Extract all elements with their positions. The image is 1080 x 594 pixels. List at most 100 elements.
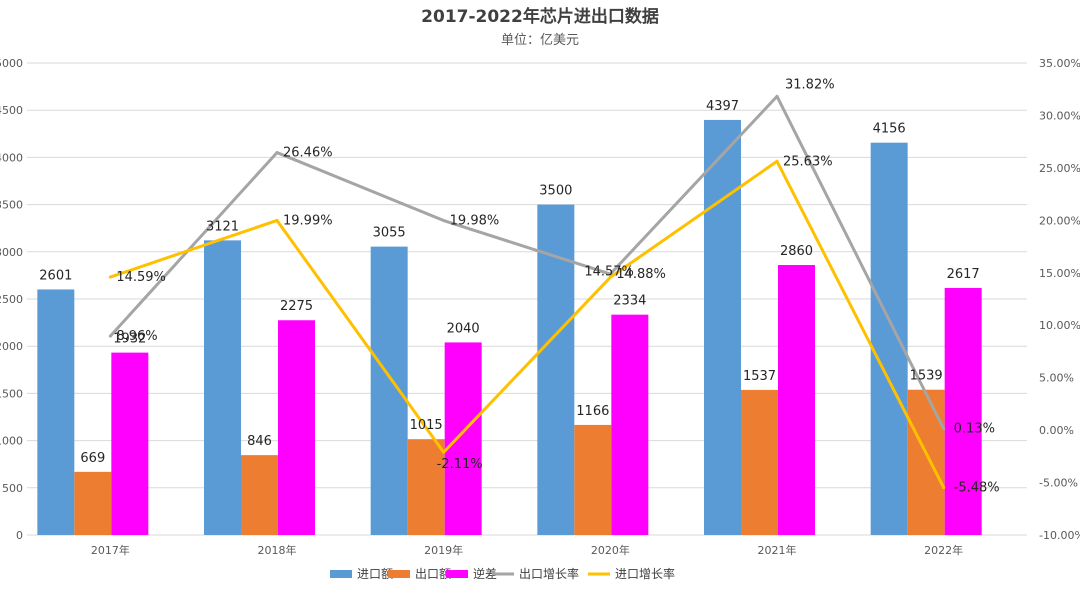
data-label-进口增长率-1: 19.99% xyxy=(283,213,333,228)
point-进口增长率-1 xyxy=(275,218,279,222)
bar-进口额-5 xyxy=(870,142,908,536)
data-label-进口增长率-4: 25.63% xyxy=(783,154,833,169)
bar-逆差-0 xyxy=(111,352,149,535)
bar-出口额-2 xyxy=(407,439,445,535)
x-tick-label-4: 2021年 xyxy=(758,543,797,557)
data-label-逆差-4: 2860 xyxy=(780,244,813,259)
point-出口增长率-3 xyxy=(608,272,612,276)
y2-tick-label-1: -5.00% xyxy=(1039,477,1078,490)
point-进口增长率-3 xyxy=(608,275,612,279)
data-label-进口额-3: 3500 xyxy=(539,184,572,199)
y-tick-label-2500: 2500 xyxy=(0,293,23,306)
data-label-出口额-1: 846 xyxy=(247,434,272,449)
chart-subtitle: 单位：亿美元 xyxy=(501,33,579,48)
bar-进口额-3 xyxy=(537,204,575,535)
point-出口增长率-4 xyxy=(775,94,779,98)
data-label-逆差-0: 1932 xyxy=(113,332,146,347)
data-label-出口增长率-4: 31.82% xyxy=(785,77,835,92)
point-进口增长率-5 xyxy=(942,486,946,490)
legend-label-出口增长率: 出口增长率 xyxy=(519,566,579,581)
data-label-出口额-5: 1539 xyxy=(910,369,943,384)
bar-逆差-2 xyxy=(444,342,482,535)
legend-swatch-进口额 xyxy=(330,570,352,578)
data-label-出口增长率-1: 26.46% xyxy=(283,146,333,161)
legend: 进口额 出口额 逆差 出口增长率 进口增长率 xyxy=(330,566,675,581)
data-label-进口增长率-2: -2.11% xyxy=(437,457,483,472)
bar-出口额-4 xyxy=(741,389,778,535)
bar-逆差-4 xyxy=(778,265,815,535)
bar-逆差-3 xyxy=(611,314,649,535)
line-进口增长率 xyxy=(109,159,946,489)
legend-label-出口额: 出口额 xyxy=(415,567,451,581)
data-labels: 2601 3121 3055 3500 4397 4156 669 846 1015 1166 15… xyxy=(39,77,999,495)
y2-tick-label-0: -10.00% xyxy=(1039,529,1080,542)
y-tick-label-4000: 4000 xyxy=(0,151,23,164)
y-tick-label-3000: 3000 xyxy=(0,246,23,259)
legend-label-进口增长率: 进口增长率 xyxy=(615,566,675,581)
bar-逆差-1 xyxy=(278,320,315,535)
bar-出口额-0 xyxy=(74,471,112,535)
data-label-出口增长率-5: 0.13% xyxy=(954,422,995,437)
point-出口增长率-0 xyxy=(108,334,112,338)
y2-tick-label-4: 10.00% xyxy=(1039,319,1080,332)
legend-swatch-出口额 xyxy=(388,570,410,578)
legend-swatch-逆差 xyxy=(446,570,468,578)
x-tick-label-2: 2019年 xyxy=(424,543,463,557)
point-出口增长率-5 xyxy=(942,427,946,431)
y2-tick-label-8: 30.00% xyxy=(1039,109,1080,122)
x-tick-label-5: 2022年 xyxy=(924,543,963,557)
x-tick-label-0: 2017年 xyxy=(91,543,130,557)
y-tick-label-4500: 4500 xyxy=(0,104,23,117)
line-出口增长率 xyxy=(109,94,946,430)
data-label-出口增长率-2: 19.98% xyxy=(450,214,500,229)
y2-tick-label-6: 20.00% xyxy=(1039,214,1080,227)
y2-tick-label-5: 15.00% xyxy=(1039,267,1080,280)
data-label-进口增长率-5: -5.48% xyxy=(954,481,1000,496)
bar-出口额-1 xyxy=(241,455,278,535)
data-label-出口额-2: 1015 xyxy=(410,418,443,433)
bar-出口额-3 xyxy=(574,424,612,535)
data-label-进口额-5: 4156 xyxy=(873,122,906,137)
data-label-出口增长率-0: 8.96% xyxy=(116,329,157,344)
legend-label-逆差: 逆差 xyxy=(473,566,497,581)
lines xyxy=(108,94,946,490)
point-出口增长率-2 xyxy=(442,219,446,223)
bar-逆差-5 xyxy=(944,287,982,535)
y2-tick-label-7: 25.00% xyxy=(1039,162,1080,175)
x-tick-label-1: 2018年 xyxy=(258,543,297,557)
bars xyxy=(37,119,982,536)
bar-进口额-2 xyxy=(370,246,408,535)
gridlines xyxy=(27,62,1027,536)
bar-进口额-4 xyxy=(704,119,741,535)
y2-tick-label-9: 35.00% xyxy=(1039,57,1080,70)
y-tick-label-1000: 1000 xyxy=(0,435,23,448)
y-tick-label-1500: 1500 xyxy=(0,387,23,400)
data-label-进口增长率-0: 14.59% xyxy=(116,270,166,285)
data-label-逆差-3: 2334 xyxy=(613,294,646,309)
point-进口增长率-2 xyxy=(442,450,446,454)
point-进口增长率-0 xyxy=(108,275,112,279)
axes: 0 500 1000 1500 2000 2500 3000 3500 4000 4500 5000… xyxy=(0,57,1080,557)
bar-出口额-5 xyxy=(907,389,945,535)
data-label-出口额-3: 1166 xyxy=(576,404,609,419)
point-出口增长率-1 xyxy=(275,151,279,155)
y2-tick-label-2: 0.00% xyxy=(1039,424,1074,437)
chart-title: 2017-2022年芯片进出口数据 xyxy=(421,6,659,27)
y-tick-label-2000: 2000 xyxy=(0,340,23,353)
x-tick-label-3: 2020年 xyxy=(591,543,630,557)
y-tick-label-3500: 3500 xyxy=(0,199,23,212)
point-进口增长率-4 xyxy=(775,159,779,163)
data-label-进口额-2: 3055 xyxy=(373,226,406,241)
bar-进口额-0 xyxy=(37,289,75,535)
data-label-逆差-1: 2275 xyxy=(280,299,313,314)
data-label-出口额-4: 1537 xyxy=(743,369,776,384)
bar-进口额-1 xyxy=(204,240,241,535)
data-label-进口额-1: 3121 xyxy=(206,219,239,234)
data-label-逆差-5: 2617 xyxy=(947,267,980,282)
y2-tick-label-3: 5.00% xyxy=(1039,372,1074,385)
data-label-进口增长率-3: 14.57% xyxy=(584,264,634,279)
data-label-出口增长率-3: 14.88% xyxy=(616,267,666,282)
